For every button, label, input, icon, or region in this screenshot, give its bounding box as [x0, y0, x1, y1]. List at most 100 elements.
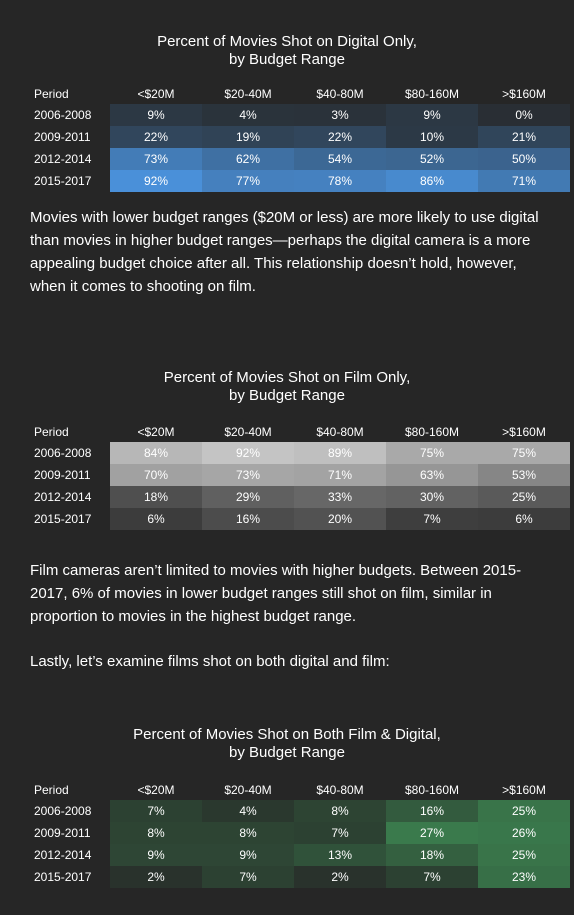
heatmap-table: Period <$20M $20-40M $40-80M $80-160M >$160M 2…	[28, 84, 570, 192]
heatmap-cell: 2%	[294, 866, 386, 888]
row-label: 2009-2011	[34, 130, 91, 144]
heatmap-cell: 73%	[202, 464, 294, 486]
heatmap-cell: 7%	[202, 866, 294, 888]
heatmap-cell: 30%	[386, 486, 478, 508]
heatmap-cell: 77%	[202, 170, 294, 192]
heatmap-cell: 23%	[478, 866, 570, 888]
heatmap-cell: 3%	[294, 104, 386, 126]
heatmap-cell: 92%	[202, 442, 294, 464]
row-header-label: Period	[34, 87, 69, 101]
heatmap-cell: 9%	[386, 104, 478, 126]
table-row: 2009-2011 70% 73% 71% 63% 53%	[28, 464, 570, 486]
heatmap-cell: 78%	[294, 170, 386, 192]
header-row: Period <$20M $20-40M $40-80M $80-160M >$160M	[28, 780, 570, 800]
heatmap-cell: 9%	[202, 844, 294, 866]
heatmap-cell: 22%	[294, 126, 386, 148]
heatmap-cell: 0%	[478, 104, 570, 126]
heatmap-cell: 84%	[110, 442, 202, 464]
column-header: $20-40M	[224, 425, 272, 439]
heatmap-cell: 26%	[478, 822, 570, 844]
table-row: 2006-2008 84% 92% 89% 75% 75%	[28, 442, 570, 464]
heatmap-cell: 7%	[386, 866, 478, 888]
chart-title-line: by Budget Range	[229, 387, 345, 404]
chart-title-line: Percent of Movies Shot on Digital Only,	[157, 33, 417, 50]
heatmap-cell: 29%	[202, 486, 294, 508]
chart-title-line: Percent of Movies Shot on Both Film & Di…	[133, 726, 441, 743]
heatmap-cell: 52%	[386, 148, 478, 170]
row-label: 2012-2014	[34, 490, 92, 504]
chart-title: Percent of Movies Shot on Digital Only, …	[0, 33, 574, 69]
table-row: 2006-2008 9% 4% 3% 9% 0%	[28, 104, 570, 126]
heatmap-cell: 70%	[110, 464, 202, 486]
column-header: $20-40M	[224, 783, 272, 797]
heatmap-cell: 16%	[386, 800, 478, 822]
header-row: Period <$20M $20-40M $40-80M $80-160M >$160M	[28, 422, 570, 442]
heatmap-cell: 54%	[294, 148, 386, 170]
table-row: 2012-2014 9% 9% 13% 18% 25%	[28, 844, 570, 866]
heatmap-cell: 18%	[386, 844, 478, 866]
column-header: $80-160M	[404, 783, 460, 797]
chart-title-line: Percent of Movies Shot on Film Only,	[163, 369, 411, 386]
heatmap-cell: 6%	[478, 508, 570, 530]
column-header: $40-80M	[316, 425, 364, 439]
row-label: 2015-2017	[34, 512, 92, 526]
column-header: $80-160M	[404, 425, 460, 439]
chart-title-line: by Budget Range	[229, 744, 345, 761]
heatmap-cell: 13%	[294, 844, 386, 866]
heatmap-cell: 8%	[110, 822, 202, 844]
column-header: >$160M	[502, 87, 546, 101]
heatmap-cell: 21%	[478, 126, 570, 148]
heatmap-cell: 9%	[110, 104, 202, 126]
heatmap-cell: 20%	[294, 508, 386, 530]
table-row: 2009-2011 8% 8% 7% 27% 26%	[28, 822, 570, 844]
heatmap-table: Period <$20M $20-40M $40-80M $80-160M >$160M 2…	[28, 780, 570, 888]
heatmap-cell: 33%	[294, 486, 386, 508]
heatmap-cell: 89%	[294, 442, 386, 464]
table-row: 2015-2017 92% 77% 78% 86% 71%	[28, 170, 570, 192]
row-header-label: Period	[34, 425, 69, 439]
row-label: 2006-2008	[34, 446, 92, 460]
heatmap-cell: 25%	[478, 486, 570, 508]
heatmap-cell: 71%	[478, 170, 570, 192]
paragraph: Film cameras aren’t limited to movies wi…	[30, 562, 522, 625]
table-row: 2015-2017 2% 7% 2% 7% 23%	[28, 866, 570, 888]
column-header: >$160M	[502, 783, 546, 797]
heatmap-cell: 25%	[478, 844, 570, 866]
heatmap-cell: 19%	[202, 126, 294, 148]
chart-title: Percent of Movies Shot on Film Only, by …	[0, 369, 574, 405]
heatmap-cell: 50%	[478, 148, 570, 170]
row-label: 2012-2014	[34, 848, 92, 862]
row-label: 2006-2008	[34, 108, 92, 122]
heatmap-cell: 86%	[386, 170, 478, 192]
heatmap-cell: 10%	[386, 126, 478, 148]
column-header: $40-80M	[316, 87, 364, 101]
column-header: $20-40M	[224, 87, 272, 101]
heatmap-cell: 8%	[202, 822, 294, 844]
heatmap-cell: 27%	[386, 822, 478, 844]
heatmap-cell: 9%	[110, 844, 202, 866]
heatmap-table: Period <$20M $20-40M $40-80M $80-160M >$160M 2…	[28, 422, 570, 530]
table-row: 2012-2014 18% 29% 33% 30% 25%	[28, 486, 570, 508]
heatmap-cell: 75%	[386, 442, 478, 464]
chart-title: Percent of Movies Shot on Both Film & Di…	[0, 726, 574, 762]
heatmap-cell: 25%	[478, 800, 570, 822]
heatmap-cell: 7%	[110, 800, 202, 822]
row-label: 2012-2014	[34, 152, 92, 166]
row-label: 2015-2017	[34, 174, 92, 188]
column-header: >$160M	[502, 425, 546, 439]
table-row: 2012-2014 73% 62% 54% 52% 50%	[28, 148, 570, 170]
heatmap-cell: 92%	[110, 170, 202, 192]
heatmap-cell: 62%	[202, 148, 294, 170]
row-label: 2006-2008	[34, 804, 92, 818]
heatmap-cell: 4%	[202, 104, 294, 126]
heatmap-cell: 75%	[478, 442, 570, 464]
row-label: 2009-2011	[34, 468, 91, 482]
row-header-label: Period	[34, 783, 69, 797]
heatmap-cell: 53%	[478, 464, 570, 486]
table-row: 2006-2008 7% 4% 8% 16% 25%	[28, 800, 570, 822]
heatmap-cell: 4%	[202, 800, 294, 822]
row-label: 2015-2017	[34, 870, 92, 884]
heatmap-cell: 18%	[110, 486, 202, 508]
heatmap-cell: 22%	[110, 126, 202, 148]
column-header: <$20M	[137, 783, 175, 797]
